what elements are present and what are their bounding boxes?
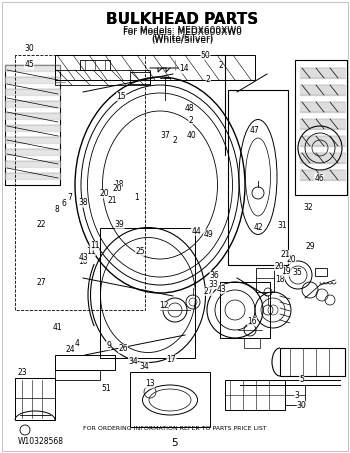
Bar [100,228,195,358]
Text: 21: 21 [280,250,290,259]
Text: 20: 20 [286,255,296,264]
Text: 31: 31 [277,221,287,230]
Bar [225,380,285,410]
Bar [220,282,270,338]
Text: For Models: MEDX600XW0: For Models: MEDX600XW0 [122,28,241,37]
Text: 27: 27 [203,287,213,296]
Bar [55,55,255,80]
Text: 40: 40 [187,131,197,140]
Text: 48: 48 [184,104,194,113]
Text: FOR ORDERING INFORMATION REFER TO PARTS PRICE LIST: FOR ORDERING INFORMATION REFER TO PARTS … [83,425,267,430]
Bar [295,60,347,195]
Text: BULKHEAD PARTS: BULKHEAD PARTS [106,12,258,27]
Text: 7: 7 [67,193,72,202]
Text: 10: 10 [78,257,88,266]
Text: 2: 2 [173,136,177,145]
Text: 33: 33 [209,280,218,289]
Text: 5: 5 [172,438,178,448]
Text: 36: 36 [210,271,219,280]
Text: 47: 47 [250,126,260,135]
Text: 24: 24 [66,345,76,354]
Bar [244,338,260,348]
Text: 18: 18 [114,180,124,189]
Text: 38: 38 [78,198,88,207]
Text: 46: 46 [314,173,324,183]
Bar [5,65,60,185]
Text: 25: 25 [135,247,145,256]
Text: 34: 34 [128,357,138,366]
Bar [130,72,150,84]
Text: (White/Silver): (White/Silver) [151,34,213,43]
Text: 39: 39 [115,220,125,229]
Text: 16: 16 [247,317,257,326]
Text: BULKHEAD PARTS: BULKHEAD PARTS [106,12,258,27]
Text: 41: 41 [52,323,62,332]
Bar [55,355,115,370]
Text: W10328568: W10328568 [18,437,63,445]
Text: 45: 45 [24,60,34,69]
Text: 8: 8 [55,205,60,214]
Text: 12: 12 [159,301,169,310]
Text: For Models: MEDX600XW0: For Models: MEDX600XW0 [122,26,241,35]
Text: 14: 14 [180,64,189,73]
Text: 43: 43 [217,284,226,294]
Text: 2: 2 [188,116,193,125]
Text: 13: 13 [145,379,155,388]
Text: 34: 34 [139,361,149,371]
Bar [315,268,327,276]
Bar [228,90,288,265]
Text: 4: 4 [75,339,79,348]
Text: 20: 20 [99,189,109,198]
Text: 51: 51 [101,384,111,393]
Bar [55,370,100,380]
Text: 11: 11 [90,241,99,251]
Text: 50: 50 [201,51,210,60]
Text: 44: 44 [191,226,201,236]
Text: 11: 11 [86,247,96,256]
Text: 27: 27 [36,278,46,287]
Text: 2: 2 [218,61,223,70]
Text: 18: 18 [275,275,285,284]
Text: 30: 30 [25,44,35,53]
Text: 29: 29 [306,242,316,251]
Text: 1: 1 [134,193,139,202]
Bar [55,70,150,85]
Text: 21: 21 [107,196,117,205]
Text: 49: 49 [203,230,213,239]
Text: 6: 6 [61,199,66,208]
Text: 23: 23 [18,368,28,377]
Bar [80,60,110,70]
Text: 30: 30 [297,401,307,410]
Text: 43: 43 [78,253,88,262]
Text: 32: 32 [303,202,313,212]
Bar [285,385,305,405]
Text: 9: 9 [106,341,111,350]
Bar [130,372,210,427]
Text: 3: 3 [294,391,299,400]
Text: 22: 22 [36,220,46,229]
Text: 2: 2 [206,75,211,84]
Text: 26: 26 [118,344,128,353]
Bar [280,348,345,376]
Text: 19: 19 [281,267,291,276]
Text: 42: 42 [253,223,263,232]
Bar [256,268,274,292]
Text: 37: 37 [161,131,170,140]
Text: 15: 15 [117,92,126,101]
Text: 17: 17 [167,355,176,364]
Text: 20: 20 [274,262,284,271]
Text: 20: 20 [112,184,122,193]
Text: 5: 5 [299,375,304,384]
Text: (White/Silver): (White/Silver) [151,36,213,45]
Text: 35: 35 [292,268,302,277]
